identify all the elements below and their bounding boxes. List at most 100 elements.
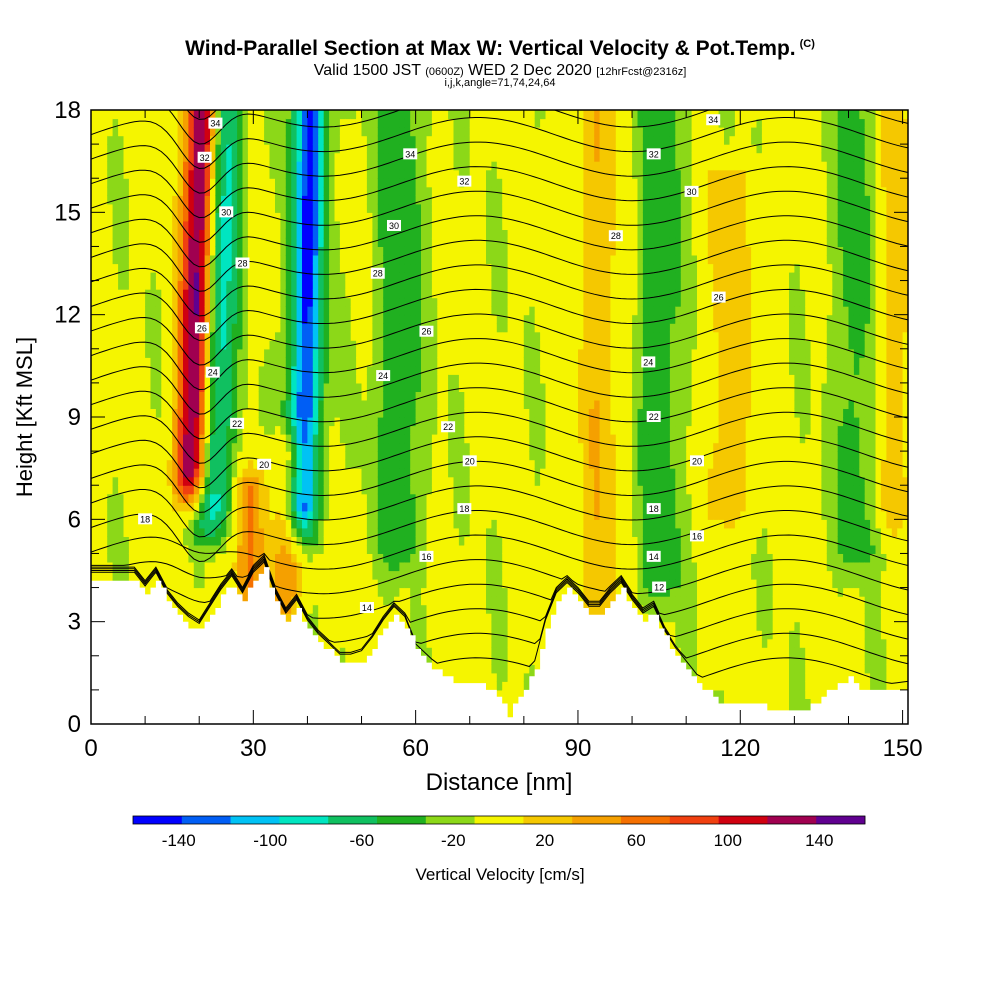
velocity-cell [280,485,287,495]
velocity-cell [269,178,276,188]
velocity-cell [118,237,125,247]
velocity-cell [437,186,444,196]
velocity-cell [329,570,336,580]
velocity-cell [302,536,308,546]
velocity-cell [285,152,292,162]
velocity-cell [399,434,406,444]
velocity-cell [264,161,271,171]
velocity-cell [177,357,184,367]
velocity-cell [177,365,184,375]
velocity-cell [139,417,146,427]
velocity-cell [458,195,465,205]
velocity-cell [361,161,368,171]
velocity-cell [448,152,455,162]
velocity-cell [280,570,287,580]
velocity-cell [242,519,249,529]
velocity-cell [139,536,146,546]
velocity-cell [345,519,352,529]
velocity-cell [442,613,449,623]
velocity-cell [431,127,438,137]
velocity-cell [307,408,314,418]
velocity-cell [150,485,157,495]
velocity-cell [91,442,97,452]
velocity-cell [312,527,319,537]
velocity-cell [269,502,276,512]
velocity-cell [220,587,227,597]
velocity-cell [388,135,395,145]
velocity-cell [231,195,238,205]
velocity-cell [366,596,373,606]
velocity-cell [448,161,455,171]
velocity-cell [258,476,265,486]
velocity-cell [302,152,308,162]
velocity-cell [123,161,130,171]
velocity-cell [134,459,141,469]
velocity-cell [307,596,314,606]
velocity-cell [275,110,281,120]
velocity-cell [448,212,455,222]
velocity-cell [410,570,417,580]
velocity-cell [204,536,211,546]
velocity-cell [247,510,254,520]
velocity-cell [361,195,368,205]
velocity-cell [345,212,352,222]
velocity-cell [323,306,330,316]
velocity-cell [215,212,222,222]
velocity-cell [458,587,465,597]
velocity-cell [161,544,168,554]
velocity-cell [312,579,319,589]
velocity-cell [188,562,195,572]
velocity-cell [356,553,363,563]
velocity-cell [388,459,395,469]
velocity-cell [399,476,406,486]
velocity-cell [91,229,97,239]
velocity-cell [210,587,216,597]
velocity-cell [410,425,417,435]
velocity-cell [345,510,352,520]
velocity-cell [285,289,292,299]
velocity-cell [183,579,189,589]
velocity-cell [361,152,368,162]
velocity-cell [231,391,238,401]
velocity-cell [345,579,352,589]
velocity-cell [107,451,114,461]
velocity-cell [323,340,330,350]
velocity-cell [128,255,135,265]
velocity-cell [458,144,465,154]
velocity-cell [350,434,357,444]
velocity-cell [388,237,395,247]
velocity-cell [442,127,449,137]
velocity-cell [112,161,119,171]
velocity-cell [323,331,330,341]
velocity-cell [442,212,449,222]
velocity-cell [394,144,400,154]
velocity-cell [372,451,379,461]
velocity-cell [442,493,449,503]
velocity-cell [107,195,114,205]
velocity-cell [91,314,97,324]
velocity-cell [318,579,325,589]
velocity-cell [177,587,184,597]
velocity-cell [161,434,168,444]
velocity-cell [291,587,298,597]
velocity-cell [280,195,287,205]
velocity-cell [345,527,352,537]
velocity-cell [275,255,281,265]
velocity-cell [275,169,281,179]
velocity-cell [307,246,314,256]
velocity-cell [302,144,308,154]
velocity-cell [361,186,368,196]
velocity-cell [356,237,363,247]
velocity-cell [258,203,265,213]
velocity-cell [107,144,114,154]
velocity-cell [253,374,260,384]
velocity-cell [155,314,162,324]
velocity-cell [134,229,141,239]
velocity-cell [145,459,152,469]
velocity-cell [312,118,319,128]
velocity-cell [247,169,254,179]
velocity-cell [231,220,238,230]
velocity-cell [383,144,390,154]
velocity-cell [123,451,130,461]
velocity-cell [264,544,271,554]
